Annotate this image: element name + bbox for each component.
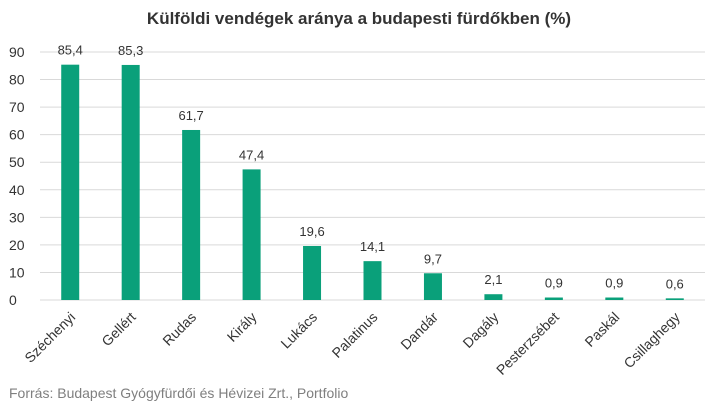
data-label: 2,1 (484, 272, 502, 287)
y-tick-label: 30 (9, 209, 25, 225)
bar (605, 297, 624, 300)
data-label: 85,3 (118, 43, 143, 58)
x-tick-label: Dagály (459, 309, 501, 351)
y-tick-label: 80 (9, 72, 25, 88)
x-tick-label: Csillaghegy (620, 309, 682, 371)
data-labels: 85,4 85,3 61,7 47,4 19,6 14,1 9,7 2,1 0,9 0,9 0,6 (58, 43, 684, 292)
x-tick-label: Király (224, 309, 260, 345)
x-tick-label: Lukács (277, 309, 320, 352)
bar (182, 129, 201, 300)
x-tick-label: Dandár (397, 309, 441, 353)
bar (363, 261, 382, 300)
y-tick-label: 20 (9, 237, 25, 253)
source-note: Forrás: Budapest Gyógyfürdői és Hévizei … (9, 385, 349, 401)
data-label: 85,4 (58, 43, 83, 58)
data-label: 19,6 (299, 224, 324, 239)
y-tick-label: 70 (9, 99, 25, 115)
y-tick-label: 40 (9, 182, 25, 198)
bar (665, 298, 684, 300)
y-axis-ticks: 0 10 20 30 40 50 60 70 80 90 (9, 44, 25, 308)
bar (544, 297, 563, 300)
data-label: 47,4 (239, 147, 264, 162)
bar-chart: 0 10 20 30 40 50 60 70 80 90 85,4 85,3 61,7 47,4 19,6… (9, 43, 705, 378)
chart-title: Külföldi vendégek aránya a budapesti für… (146, 9, 572, 28)
x-axis-labels: Széchenyi Gellért Rudas Király Lukács Palatin… (21, 309, 683, 378)
y-tick-label: 0 (9, 292, 17, 308)
bar (423, 273, 442, 300)
y-tick-label: 50 (9, 154, 25, 170)
x-tick-label: Palatinus (329, 309, 381, 361)
x-tick-label: Gellért (98, 309, 139, 350)
bars (61, 64, 684, 300)
data-label: 0,9 (545, 276, 563, 291)
data-label: 14,1 (360, 239, 385, 254)
data-label: 61,7 (178, 108, 203, 123)
x-tick-label: Széchenyi (21, 309, 78, 366)
bar (484, 294, 503, 300)
x-tick-label: Pesterzsébet (493, 309, 562, 378)
x-tick-label: Rudas (159, 309, 199, 349)
y-tick-label: 10 (9, 264, 25, 280)
y-tick-label: 90 (9, 44, 25, 60)
data-label: 0,9 (605, 276, 623, 291)
bar (121, 64, 140, 300)
bar (61, 64, 80, 300)
data-label: 0,6 (666, 276, 684, 291)
bar (242, 169, 261, 300)
x-tick-label: Paskál (581, 309, 622, 350)
data-label: 9,7 (424, 251, 442, 266)
bar (303, 245, 322, 300)
y-tick-label: 60 (9, 127, 25, 143)
